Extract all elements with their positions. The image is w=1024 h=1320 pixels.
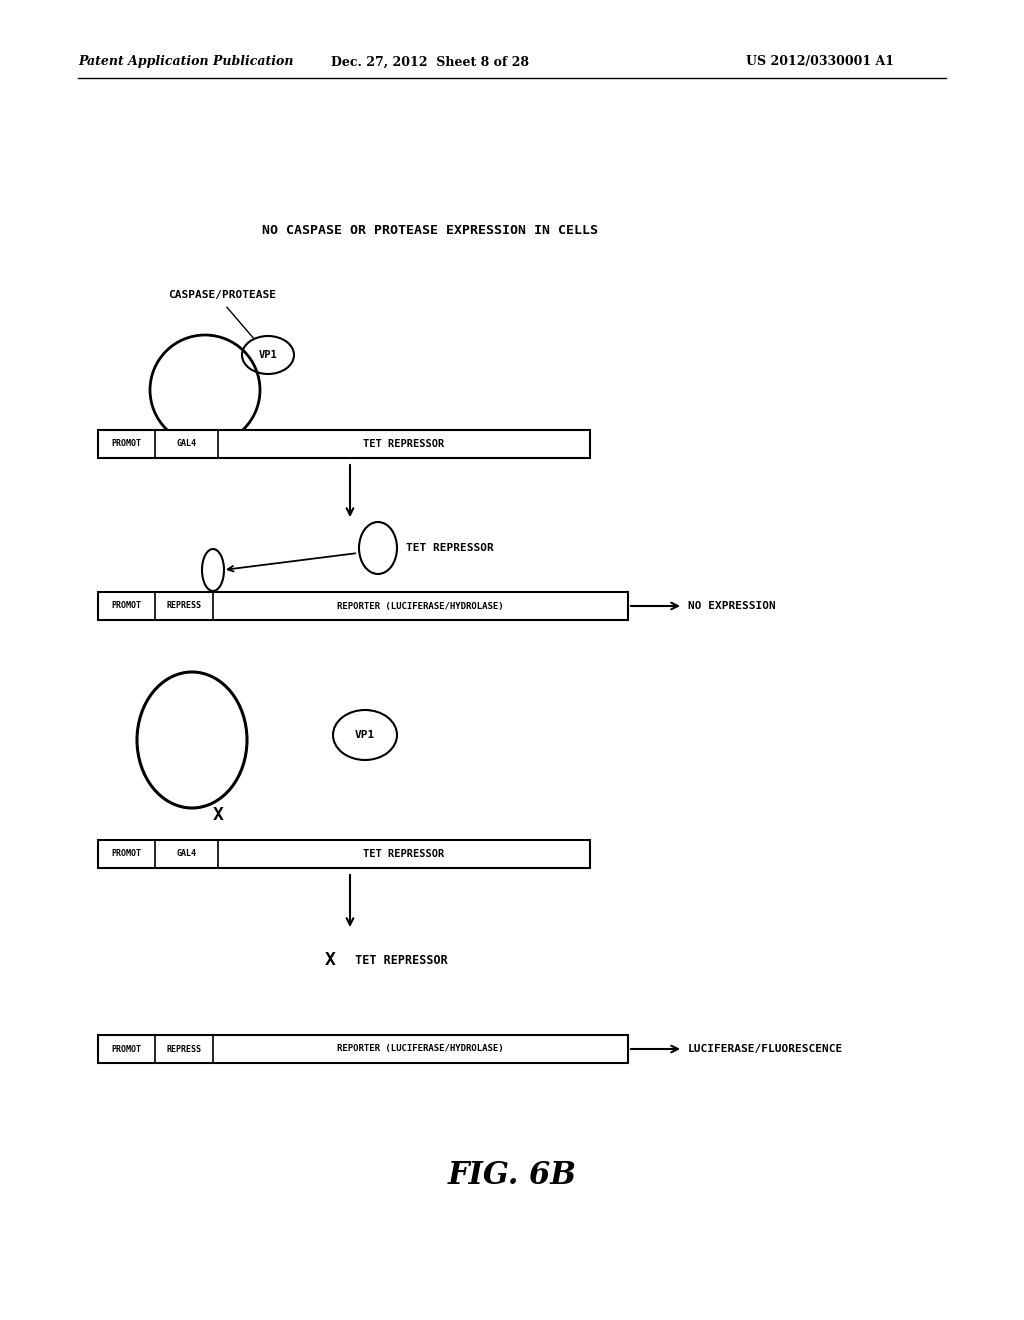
Text: Dec. 27, 2012  Sheet 8 of 28: Dec. 27, 2012 Sheet 8 of 28: [331, 55, 529, 69]
Bar: [98, 840, 590, 869]
Text: TET REPRESSOR: TET REPRESSOR: [406, 543, 494, 553]
Text: REPORTER (LUCIFERASE/HYDROLASE): REPORTER (LUCIFERASE/HYDROLASE): [337, 1044, 504, 1053]
Text: Patent Application Publication: Patent Application Publication: [78, 55, 294, 69]
Text: CASPASE/PROTEASE: CASPASE/PROTEASE: [168, 290, 276, 300]
Text: NO EXPRESSION: NO EXPRESSION: [688, 601, 776, 611]
Text: NO CASPASE OR PROTEASE EXPRESSION IN CELLS: NO CASPASE OR PROTEASE EXPRESSION IN CEL…: [262, 223, 598, 236]
Bar: [98, 591, 628, 620]
Text: REPRESS: REPRESS: [167, 1044, 202, 1053]
Text: US 2012/0330001 A1: US 2012/0330001 A1: [746, 55, 894, 69]
Text: PROMOT: PROMOT: [112, 1044, 141, 1053]
Text: REPORTER (LUCIFERASE/HYDROLASE): REPORTER (LUCIFERASE/HYDROLASE): [337, 602, 504, 610]
Text: PROMOT: PROMOT: [112, 602, 141, 610]
Text: PROMOT: PROMOT: [112, 440, 141, 449]
Text: LUCIFERASE/FLUORESCENCE: LUCIFERASE/FLUORESCENCE: [688, 1044, 843, 1053]
Text: GAL4: GAL4: [176, 850, 197, 858]
Text: VP1: VP1: [259, 350, 278, 360]
Text: GAL4: GAL4: [176, 440, 197, 449]
Text: VP1: VP1: [355, 730, 375, 741]
Text: FIG. 6B: FIG. 6B: [447, 1159, 577, 1191]
Bar: [98, 430, 590, 458]
Text: REPRESS: REPRESS: [167, 602, 202, 610]
Bar: [98, 1035, 628, 1063]
Text: TET REPRESSOR: TET REPRESSOR: [348, 953, 447, 966]
Text: TET REPRESSOR: TET REPRESSOR: [364, 440, 444, 449]
Text: X: X: [325, 950, 336, 969]
Text: X: X: [213, 807, 223, 824]
Text: PROMOT: PROMOT: [112, 850, 141, 858]
Text: TET REPRESSOR: TET REPRESSOR: [364, 849, 444, 859]
